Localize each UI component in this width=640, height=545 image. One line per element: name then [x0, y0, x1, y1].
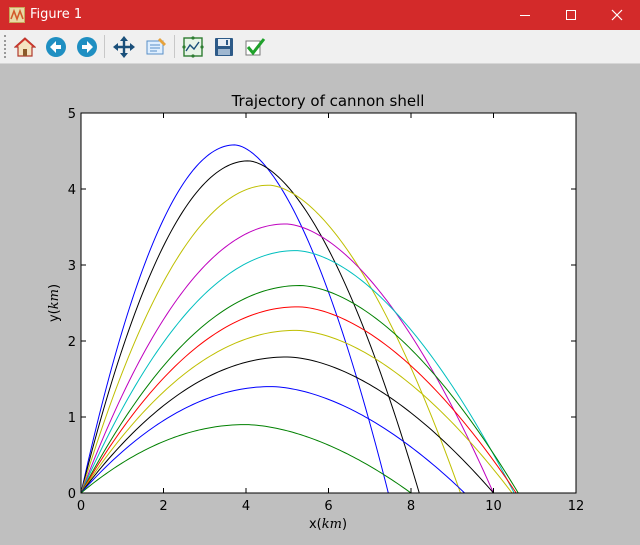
maximize-button[interactable] [548, 0, 594, 30]
series-group [80, 144, 519, 494]
y-axis-label-unit: km [47, 289, 62, 309]
trajectory-line-10 [80, 386, 465, 494]
save-icon [215, 38, 233, 56]
chart: Trajectory of cannon shell 0 2 4 6 8 10 120123… [47, 92, 585, 532]
y-axis-label: y(km) [47, 284, 62, 322]
trajectory-line-7 [80, 306, 517, 494]
save-button[interactable] [211, 34, 237, 60]
toolbar-separator [104, 35, 105, 58]
trajectory-line-3 [80, 184, 461, 494]
maximize-icon [566, 10, 576, 20]
y-tick-label: 1 [68, 411, 76, 426]
y-tick-label: 0 [68, 487, 76, 502]
x-tick-label: 12 [568, 499, 585, 514]
x-tick-label: 4 [242, 499, 250, 514]
trajectory-line-6 [80, 285, 519, 494]
x-axis-label-unit: km [322, 517, 342, 532]
x-tick-label: 8 [407, 499, 415, 514]
trajectory-line-8 [80, 329, 513, 494]
toolbar-grip[interactable] [4, 35, 9, 58]
trajectory-line-9 [80, 356, 494, 494]
y-tick-label: 3 [68, 259, 76, 274]
trajectory-line-4 [80, 223, 494, 494]
toolbar [0, 30, 640, 64]
zoom-rect-icon [146, 38, 166, 55]
x-tick-label: 0 [77, 499, 85, 514]
configure-subplots-button[interactable] [180, 34, 206, 60]
trajectory-line-11 [80, 424, 412, 494]
close-button[interactable] [594, 0, 640, 30]
back-button[interactable] [43, 34, 69, 60]
edit-axis-button[interactable] [242, 34, 268, 60]
trajectory-line-2 [80, 160, 420, 494]
x-tick-label: 2 [159, 499, 167, 514]
x-tick-label: 10 [485, 499, 502, 514]
y-axis-label-end: ) [47, 284, 62, 289]
home-button[interactable] [12, 34, 38, 60]
minimize-icon [520, 15, 530, 16]
title-bar: Figure 1 [0, 0, 640, 30]
home-icon [14, 37, 36, 57]
pan-button[interactable] [111, 34, 137, 60]
minimize-button[interactable] [502, 0, 548, 30]
move-icon [113, 36, 135, 58]
y-tick-label: 4 [68, 183, 76, 198]
plot-area [81, 113, 576, 493]
y-axis-label-main: y( [47, 309, 62, 322]
toolbar-separator [174, 35, 175, 58]
forward-arrow-icon [77, 37, 97, 57]
trajectory-line-5 [80, 250, 515, 494]
x-tick-label: 6 [324, 499, 332, 514]
checkmark-icon [245, 38, 266, 56]
x-axis-label: x(km) [309, 517, 347, 532]
window-title: Figure 1 [30, 7, 83, 22]
zoom-button[interactable] [143, 34, 169, 60]
app-icon [9, 7, 25, 23]
y-tick-label: 2 [68, 335, 76, 350]
x-axis-label-main: x( [309, 517, 322, 532]
figure-canvas: Trajectory of cannon shell 0 2 4 6 8 10 12 0 1 2 3… [0, 64, 640, 541]
back-arrow-icon [46, 37, 66, 57]
forward-button[interactable] [74, 34, 100, 60]
chart-title: Trajectory of cannon shell [231, 92, 425, 110]
x-axis-label-end: ) [342, 517, 347, 532]
subplots-icon [182, 36, 204, 58]
close-icon [611, 9, 623, 21]
y-tick-label: 5 [68, 107, 76, 122]
